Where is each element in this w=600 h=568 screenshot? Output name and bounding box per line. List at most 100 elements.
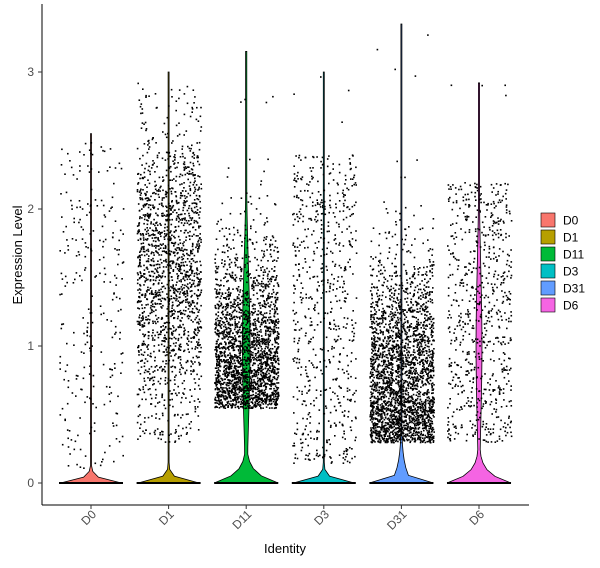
data-point [181,152,184,155]
data-point [240,388,243,390]
data-point [260,378,262,381]
data-point [243,403,246,406]
data-point [169,390,171,392]
data-point [273,376,276,378]
data-point [220,402,223,405]
data-point [304,369,307,371]
data-point [243,335,246,337]
data-point [109,281,112,283]
data-point [332,283,335,286]
data-point [152,252,155,254]
data-point [216,317,219,320]
data-point [355,230,357,232]
data-point [252,307,255,310]
data-point [252,289,255,291]
data-point [247,402,249,405]
data-point [261,389,263,391]
data-point [166,382,169,384]
data-point [171,142,173,144]
data-point [147,219,149,222]
data-point [196,344,199,346]
data-point [153,260,155,263]
data-point [218,388,220,390]
data-point [301,176,304,178]
data-point [297,220,299,223]
data-point [145,197,148,199]
data-point [160,303,162,305]
data-point [142,237,145,239]
data-point [216,271,219,274]
data-point [226,382,228,384]
data-point [267,368,269,371]
data-point [310,217,312,220]
data-point [193,154,196,156]
data-point [191,217,193,220]
data-point [225,306,227,308]
data-point [183,195,186,197]
data-point [172,285,174,288]
data-point [265,316,267,319]
data-point [277,397,279,400]
data-point [247,358,250,360]
data-point [251,407,254,409]
data-point [272,332,275,335]
data-point [250,351,253,353]
data-point [178,304,180,306]
data-point [320,228,323,230]
data-point [298,361,301,364]
data-point [64,252,66,254]
data-point [277,284,280,286]
data-point [214,402,216,404]
data-point [257,379,260,382]
data-point [260,313,263,316]
data-point [254,276,257,279]
data-point [229,363,232,365]
data-point [119,338,121,340]
data-point [183,269,186,272]
data-point [257,371,260,374]
data-point [332,168,334,170]
zero-point-band [214,482,279,484]
data-point [178,288,181,291]
data-point [141,164,143,166]
data-point [182,312,184,315]
data-point [267,277,269,280]
data-point [177,311,179,313]
data-point [224,373,226,375]
data-point [236,333,239,335]
data-point [269,384,271,386]
data-point [239,354,241,356]
data-point [175,217,178,220]
data-point [216,349,218,351]
data-point [329,443,331,446]
data-point [306,271,308,273]
data-point [193,192,195,194]
data-point [153,245,156,247]
data-point [197,329,200,331]
data-point [256,386,259,389]
data-point [234,265,237,267]
data-point [352,213,354,215]
data-point [248,406,250,408]
data-point [272,359,275,361]
data-point [166,321,168,324]
data-point [152,383,154,386]
data-point [239,389,241,392]
data-point [197,429,200,431]
data-point [255,284,257,287]
data-point [305,372,308,375]
data-point [193,332,196,334]
data-point [195,246,197,249]
data-point [228,384,230,387]
data-point [217,330,220,332]
data-point [242,371,245,373]
data-point [237,381,239,383]
data-point [161,157,164,160]
data-point [245,371,248,373]
data-point [174,441,176,443]
data-point [198,323,200,325]
data-point [152,223,155,225]
data-point [321,263,324,265]
data-point [343,317,346,319]
data-point [76,463,78,466]
